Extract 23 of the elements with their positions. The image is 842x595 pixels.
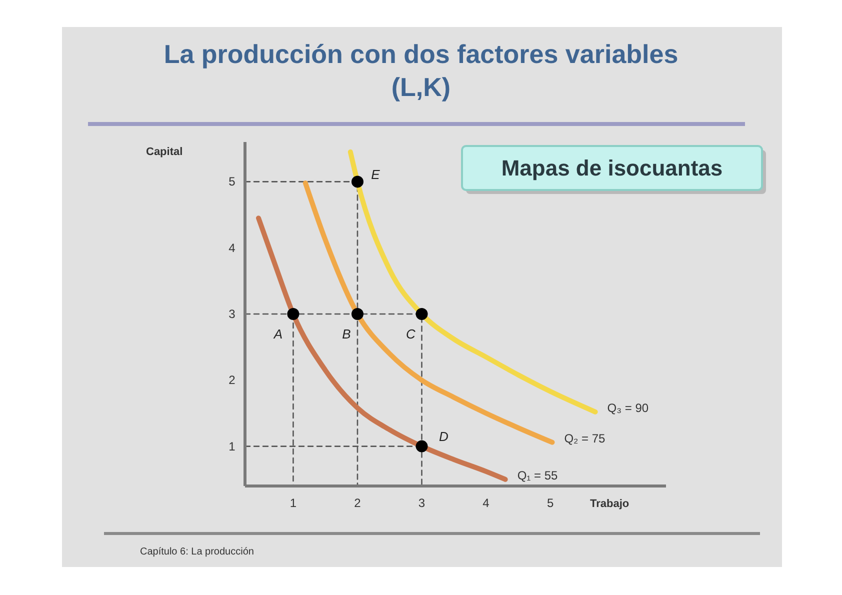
x-tick-label: 2 (354, 496, 362, 510)
annotation: E (371, 167, 380, 182)
series-label: Q₁ = 55 (517, 468, 558, 482)
x-tick-label: 4 (482, 496, 490, 510)
chart-title: La producción con dos factores variables (L,K) (164, 39, 678, 102)
x-tick-label: 3 (418, 496, 426, 510)
annotation: B (342, 326, 352, 342)
annotation: Mapas de isocuantas (501, 156, 723, 180)
x-axis-title: Trabajo (590, 498, 630, 510)
y-tick-label: 3 (228, 307, 236, 321)
y-tick-label: 5 (228, 174, 236, 189)
y-tick-label: 2 (228, 373, 236, 388)
text: Capítulo 6: La producción (140, 546, 254, 558)
annotation: A (272, 326, 283, 342)
y-tick-label: 1 (228, 439, 236, 454)
series-label: Q₃ = 90 (607, 400, 649, 415)
x-tick-label: 1 (290, 496, 297, 510)
x-tick-label: 5 (546, 496, 554, 510)
annotation: C (406, 326, 416, 342)
y-axis-title: Capital (146, 146, 183, 158)
annotation: D (439, 428, 448, 444)
series-label: Q₂ = 75 (564, 431, 606, 446)
y-tick-label: 4 (228, 240, 236, 255)
